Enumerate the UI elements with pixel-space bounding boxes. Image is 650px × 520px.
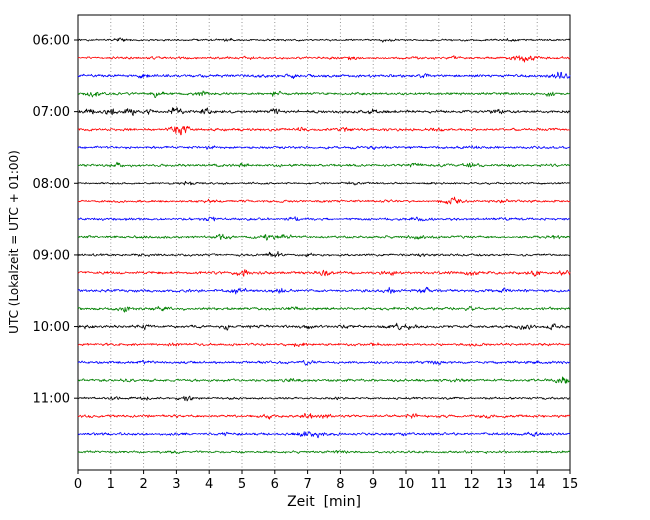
- x-tick-label: 15: [562, 477, 579, 492]
- trace-08:00: [77, 180, 571, 186]
- trace-08:30: [77, 216, 571, 222]
- trace-08:45: [77, 233, 571, 241]
- x-tick-label: 2: [139, 477, 147, 492]
- y-tick-label: 11:00: [33, 392, 70, 407]
- trace-06:00: [77, 37, 571, 43]
- trace-06:30: [77, 71, 571, 79]
- trace-11:30: [77, 431, 571, 439]
- trace-07:00: [77, 107, 571, 116]
- trace-07:30: [77, 145, 571, 150]
- trace-09:00: [77, 251, 571, 258]
- x-tick-label: 6: [271, 477, 279, 492]
- trace-11:00: [77, 395, 571, 402]
- trace-10:30: [77, 359, 571, 366]
- x-tick-label: 0: [74, 477, 82, 492]
- y-axis-title: UTC (Lokalzeit = UTC + 01:00): [7, 150, 21, 334]
- x-tick-label: 11: [431, 477, 448, 492]
- y-tick-label: 09:00: [33, 248, 70, 263]
- y-tick-label: 06:00: [33, 34, 70, 49]
- x-tick-label: 14: [529, 477, 546, 492]
- x-tick-label: 3: [172, 477, 180, 492]
- trace-07:45: [77, 161, 571, 168]
- y-tick-label: 08:00: [33, 177, 70, 192]
- x-tick-label: 12: [463, 477, 480, 492]
- x-tick-label: 1: [107, 477, 115, 492]
- trace-06:15: [77, 55, 571, 63]
- y-tick-label: 07:00: [33, 105, 70, 120]
- trace-11:45: [77, 450, 571, 454]
- trace-10:00: [77, 322, 571, 331]
- y-tick-label: 10:00: [33, 320, 70, 335]
- plot-border: [77, 14, 571, 471]
- trace-09:30: [77, 286, 571, 295]
- x-tick-label: 9: [369, 477, 377, 492]
- trace-08:15: [77, 196, 571, 205]
- trace-10:45: [77, 376, 571, 384]
- x-tick-label: 8: [336, 477, 344, 492]
- trace-09:45: [77, 305, 571, 313]
- trace-09:15: [77, 269, 571, 277]
- trace-11:15: [77, 413, 571, 420]
- x-tick-label: 4: [205, 477, 213, 492]
- x-tick-label: 13: [496, 477, 513, 492]
- x-tick-label: 10: [398, 477, 415, 492]
- trace-07:15: [77, 125, 571, 136]
- x-axis-title: Zeit [min]: [287, 494, 361, 510]
- trace-10:15: [77, 342, 570, 347]
- x-tick-label: 5: [238, 477, 246, 492]
- trace-06:45: [77, 90, 570, 98]
- x-tick-label: 7: [303, 477, 311, 492]
